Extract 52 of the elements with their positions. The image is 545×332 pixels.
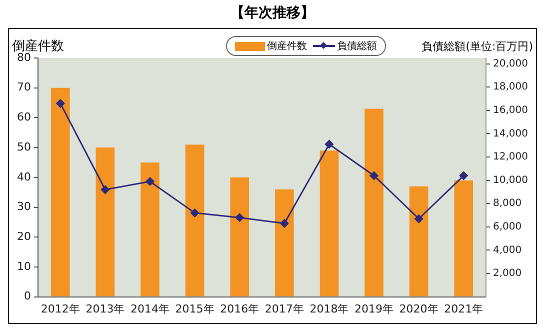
x-tick-label: 2014年 bbox=[130, 302, 170, 316]
y2-tick-label: 14,000 bbox=[493, 128, 528, 140]
chart-title: 【年次推移】 bbox=[230, 4, 316, 22]
y2-tick-label: 12,000 bbox=[493, 152, 528, 163]
y-tick-label: 20 bbox=[16, 230, 31, 243]
bar bbox=[185, 144, 204, 296]
y2-tick-label: 4,000 bbox=[493, 244, 522, 256]
point bbox=[324, 140, 334, 148]
y2-tick-label: 10,000 bbox=[493, 174, 528, 186]
y2-tick-label: 6,000 bbox=[493, 222, 522, 232]
x-tick-label: 2020年 bbox=[399, 302, 438, 316]
x-tick-label: 2016年 bbox=[220, 302, 260, 316]
point bbox=[414, 214, 424, 224]
point bbox=[100, 185, 110, 194]
bar bbox=[230, 177, 250, 296]
legend-label: 倒産件数 bbox=[267, 40, 307, 53]
point bbox=[235, 213, 244, 222]
y-tick-label: 0 bbox=[24, 290, 31, 303]
x-tick-label: 2015年 bbox=[175, 302, 214, 316]
y2-tick-label: 8,000 bbox=[493, 198, 522, 210]
y2-axis-title: 負債総額(単位:百万円) bbox=[422, 39, 533, 54]
y-tick-label: 40 bbox=[16, 170, 31, 184]
y-tick-label: 50 bbox=[16, 140, 31, 154]
bar bbox=[364, 108, 384, 296]
bar bbox=[320, 150, 339, 296]
y-tick-label: 10 bbox=[16, 260, 31, 273]
x-tick-label: 2013年 bbox=[86, 302, 125, 316]
x-tick-label: 2012年 bbox=[40, 302, 80, 316]
y-tick-label: 30 bbox=[16, 200, 31, 214]
y2-tick-label: 16,000 bbox=[493, 105, 528, 116]
x-tick-label: 2017年 bbox=[264, 302, 304, 316]
x-tick-label: 2018年 bbox=[310, 302, 349, 316]
bar bbox=[140, 162, 160, 296]
bar bbox=[409, 186, 428, 296]
bar bbox=[454, 180, 474, 296]
y2-tick-label: 20,000 bbox=[493, 58, 528, 70]
point bbox=[190, 208, 200, 218]
point bbox=[146, 177, 154, 186]
point bbox=[370, 171, 378, 180]
y-tick-label: 70 bbox=[16, 80, 31, 94]
y2-tick-label: 2,000 bbox=[493, 268, 522, 280]
bar bbox=[50, 88, 70, 296]
y-tick-label: 60 bbox=[16, 110, 31, 124]
legend-label: 負債総額 bbox=[337, 40, 377, 53]
point bbox=[280, 219, 289, 228]
y2-tick-label: 18,000 bbox=[493, 82, 528, 93]
bar bbox=[96, 148, 115, 296]
x-tick-label: 2021年 bbox=[444, 302, 484, 316]
point bbox=[459, 171, 468, 180]
point bbox=[56, 99, 65, 108]
x-tick-label: 2019年 bbox=[354, 302, 394, 316]
bar bbox=[274, 189, 294, 296]
